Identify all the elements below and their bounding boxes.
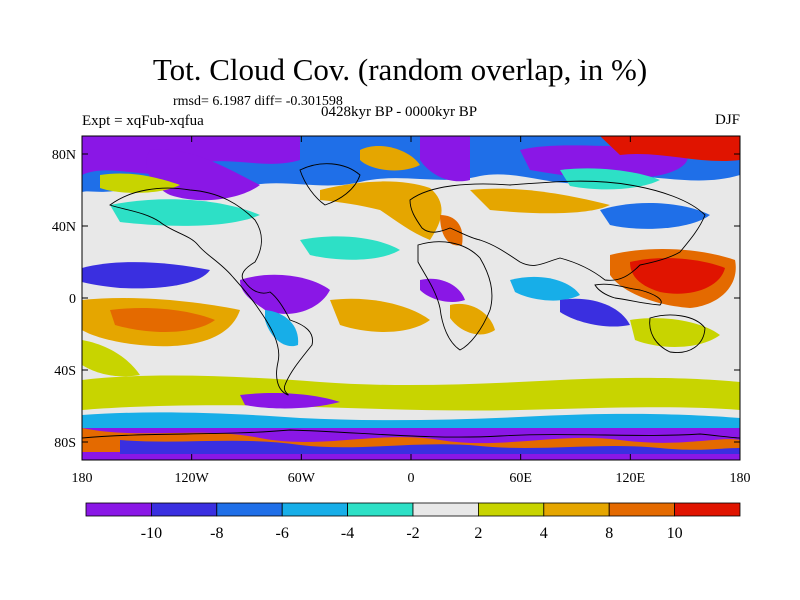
south-pacific-dark-orange bbox=[110, 308, 215, 332]
southern-africa-orange bbox=[450, 303, 495, 335]
drake-purple bbox=[240, 392, 340, 409]
south-pacific-yellow bbox=[82, 340, 140, 377]
north-atlantic-orange bbox=[320, 181, 442, 240]
australia-coastline bbox=[649, 314, 706, 353]
experiment-label: Expt = xqFub-xqfua bbox=[82, 113, 204, 129]
colorbar: -10 -8 -6 -4 -2 2 4 8 10 bbox=[85, 502, 741, 542]
latitude-axis: 80N 40N 0 40S 80S bbox=[52, 148, 740, 451]
lat-tick-label: 80S bbox=[54, 436, 76, 451]
colorbar-label: -6 bbox=[276, 525, 289, 542]
lat-tick-label: 0 bbox=[69, 292, 76, 307]
colorbar-label: 8 bbox=[605, 525, 613, 542]
colorbar-label: -2 bbox=[406, 525, 419, 542]
colorbar-label: -4 bbox=[341, 525, 354, 542]
colorbar-swatch bbox=[85, 502, 152, 517]
americas-coastline bbox=[109, 187, 313, 396]
antarctic-blue bbox=[120, 440, 740, 454]
cloud-cover-field bbox=[82, 136, 740, 460]
coastlines bbox=[82, 163, 740, 439]
arctic-purple-center bbox=[420, 136, 470, 182]
greenland-coastline bbox=[299, 163, 361, 206]
colorbar-label: 2 bbox=[474, 525, 482, 542]
period-label: 0428kyr BP - 0000kyr BP bbox=[321, 104, 478, 120]
arctic-orange bbox=[360, 145, 420, 171]
colorbar-label: 4 bbox=[540, 525, 548, 542]
colorbar-swatch bbox=[608, 502, 676, 517]
lon-tick-label: 60E bbox=[509, 471, 532, 486]
colorbar-swatch bbox=[412, 502, 479, 517]
west-pacific-red bbox=[630, 258, 725, 294]
indian-ocean-blue bbox=[560, 298, 630, 327]
south-atlantic-orange bbox=[330, 298, 430, 332]
stats-text: rmsd= 6.1987 diff= -0.301598 bbox=[173, 94, 343, 109]
season-label: DJF bbox=[714, 112, 740, 128]
eurasia-coastline bbox=[409, 180, 706, 281]
siberia-cyan bbox=[560, 168, 660, 190]
lon-tick-label: 60W bbox=[288, 471, 316, 486]
north-pacific-blue bbox=[600, 203, 710, 229]
lat-tick-label: 40N bbox=[52, 220, 76, 235]
indian-ocean-cyan bbox=[510, 276, 580, 301]
colorbar-label: 10 bbox=[667, 525, 683, 542]
canada-purple bbox=[146, 149, 260, 201]
colorbar-swatch bbox=[674, 502, 741, 517]
colorbar-label: -8 bbox=[210, 525, 223, 542]
colorbar-swatch bbox=[543, 502, 610, 517]
lat-tick-label: 40S bbox=[54, 364, 76, 379]
asia-orange-band bbox=[470, 188, 610, 214]
arctic-red-east bbox=[600, 136, 740, 162]
tropical-atlantic-cyan bbox=[300, 236, 400, 260]
map-title: Tot. Cloud Cov. (random overlap, in %) bbox=[152, 52, 648, 87]
lat-tick-label: 80N bbox=[52, 148, 76, 163]
colorbar-swatch bbox=[347, 502, 414, 517]
tropical-pacific-blue bbox=[82, 262, 210, 289]
colorbar-swatch bbox=[216, 502, 283, 517]
south-america-cyan bbox=[265, 310, 299, 347]
colorbar-swatch bbox=[477, 502, 545, 517]
mediterranean-orange bbox=[440, 215, 463, 246]
indonesia-coastline bbox=[594, 283, 662, 306]
colorbar-swatch bbox=[281, 502, 349, 517]
south-west-pacific-yellow bbox=[630, 318, 720, 347]
central-africa-purple bbox=[420, 278, 465, 302]
lon-tick-label: 120W bbox=[175, 471, 210, 486]
colorbar-label: -10 bbox=[141, 525, 162, 542]
lon-tick-label: 180 bbox=[730, 471, 751, 486]
africa-coastline bbox=[417, 241, 493, 351]
longitude-axis: 180 120W 60W 0 60E 120E 180 bbox=[72, 136, 751, 486]
north-pacific-east-cyan bbox=[110, 199, 260, 226]
lon-tick-label: 0 bbox=[408, 471, 415, 486]
lon-tick-label: 180 bbox=[72, 471, 93, 486]
antarctica-coastline bbox=[82, 429, 740, 439]
lon-tick-label: 120E bbox=[616, 471, 646, 486]
amazon-purple bbox=[240, 274, 330, 314]
colorbar-swatch bbox=[150, 502, 218, 517]
